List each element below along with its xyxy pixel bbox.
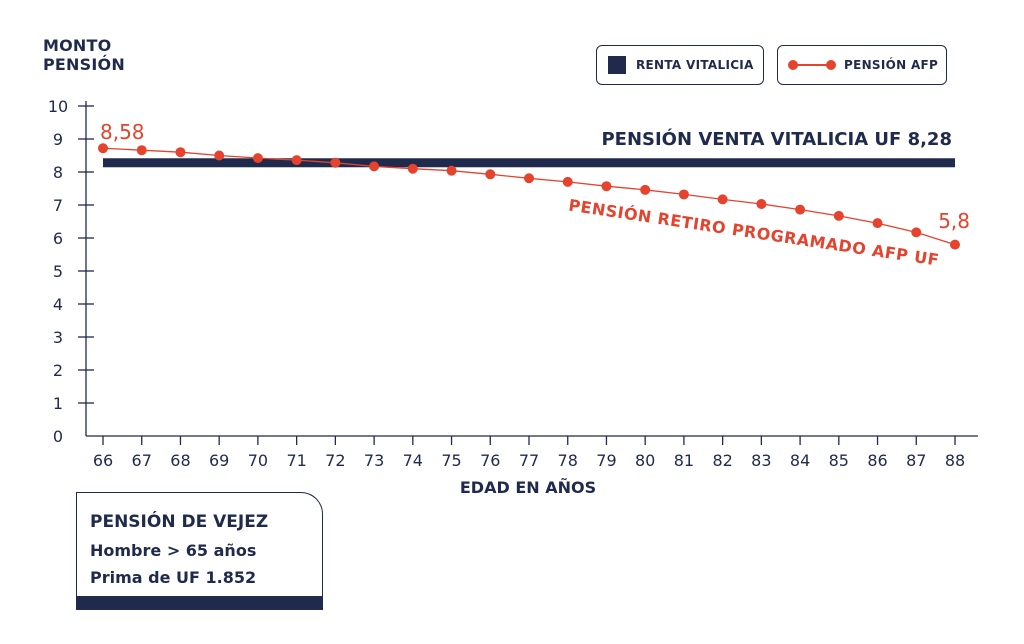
x-tick-label-84: 84 bbox=[790, 451, 810, 470]
x-axis-title: EDAD EN AÑOS bbox=[460, 478, 596, 497]
afp-point-73 bbox=[369, 161, 380, 172]
renta-vitalicia-bar bbox=[103, 158, 955, 168]
afp-point-77 bbox=[524, 173, 534, 184]
y-tick-label-9: 9 bbox=[53, 130, 63, 149]
afp-point-71 bbox=[291, 155, 302, 166]
y-axis-title: MONTO PENSIÓN bbox=[43, 36, 125, 74]
info-bar bbox=[77, 596, 322, 610]
x-tick-label-88: 88 bbox=[945, 451, 965, 470]
retiro-programado-annotation: PENSIÓN RETIRO PROGRAMADO AFP UF bbox=[567, 195, 940, 269]
afp-point-83 bbox=[756, 199, 767, 210]
afp-point-76 bbox=[485, 169, 496, 180]
x-tick-label-81: 81 bbox=[674, 451, 694, 470]
info-line-1: Hombre > 65 años bbox=[90, 541, 257, 560]
x-tick-label-73: 73 bbox=[364, 451, 384, 470]
afp-point-87 bbox=[911, 227, 922, 238]
x-tick-label-83: 83 bbox=[751, 451, 771, 470]
afp-point-67 bbox=[136, 145, 147, 156]
y-tick-label-2: 2 bbox=[53, 361, 63, 380]
y-tick-label-0: 0 bbox=[53, 427, 63, 446]
x-tick-label-68: 68 bbox=[170, 451, 190, 470]
afp-point-85 bbox=[833, 210, 844, 221]
y-tick-label-3: 3 bbox=[53, 328, 63, 347]
y-tick-label-7: 7 bbox=[53, 196, 63, 215]
x-tick-label-74: 74 bbox=[403, 451, 423, 470]
legend-pension-afp: PENSIÓN AFP bbox=[777, 45, 947, 85]
x-tick-label-79: 79 bbox=[596, 451, 616, 470]
legend-line-marker-icon bbox=[788, 58, 836, 72]
legend-square-icon bbox=[608, 56, 626, 74]
info-line-2: Prima de UF 1.852 bbox=[90, 568, 257, 587]
afp-point-84 bbox=[795, 204, 806, 215]
afp-point-69 bbox=[214, 150, 225, 161]
y-axis-title-line-1: MONTO bbox=[43, 36, 112, 55]
y-tick-label-4: 4 bbox=[53, 295, 63, 314]
x-tick-label-67: 67 bbox=[132, 451, 152, 470]
legend-renta-vitalicia: RENTA VITALICIA bbox=[596, 45, 764, 85]
x-tick-label-76: 76 bbox=[480, 451, 500, 470]
x-tick-label-85: 85 bbox=[829, 451, 849, 470]
info-title: PENSIÓN DE VEJEZ bbox=[90, 512, 269, 532]
afp-point-88 bbox=[950, 239, 960, 250]
x-tick-label-66: 66 bbox=[93, 451, 113, 470]
y-tick-label-5: 5 bbox=[53, 262, 63, 281]
afp-point-79 bbox=[601, 181, 612, 192]
x-tick-label-82: 82 bbox=[712, 451, 732, 470]
y-tick-label-10: 10 bbox=[48, 97, 68, 116]
x-tick-label-69: 69 bbox=[209, 451, 229, 470]
x-tick-label-72: 72 bbox=[325, 451, 345, 470]
end-value-label: 5,8 bbox=[938, 209, 970, 233]
x-tick-label-87: 87 bbox=[906, 451, 926, 470]
afp-point-86 bbox=[872, 218, 883, 229]
afp-point-74 bbox=[407, 163, 418, 174]
y-tick-label-1: 1 bbox=[53, 394, 63, 413]
afp-point-82 bbox=[717, 194, 728, 205]
y-tick-label-6: 6 bbox=[53, 229, 63, 248]
y-axis-title-line-2: PENSIÓN bbox=[43, 55, 125, 74]
x-tick-label-77: 77 bbox=[519, 451, 539, 470]
afp-point-75 bbox=[446, 165, 457, 176]
afp-point-66 bbox=[98, 143, 108, 154]
legend-renta-label: RENTA VITALICIA bbox=[636, 58, 754, 72]
x-tick-label-86: 86 bbox=[867, 451, 887, 470]
afp-point-80 bbox=[640, 184, 651, 195]
info-box: PENSIÓN DE VEJEZ Hombre > 65 años Prima … bbox=[76, 492, 323, 610]
afp-point-81 bbox=[678, 189, 689, 200]
x-tick-label-78: 78 bbox=[558, 451, 578, 470]
legend-afp-label: PENSIÓN AFP bbox=[844, 58, 939, 72]
y-tick-label-8: 8 bbox=[53, 163, 63, 182]
x-tick-label-70: 70 bbox=[248, 451, 268, 470]
afp-point-78 bbox=[562, 176, 573, 187]
afp-point-70 bbox=[252, 153, 263, 164]
x-tick-label-75: 75 bbox=[441, 451, 461, 470]
afp-point-72 bbox=[330, 157, 341, 168]
afp-point-68 bbox=[175, 147, 186, 158]
x-tick-label-71: 71 bbox=[286, 451, 306, 470]
renta-vitalicia-annotation: PENSIÓN VENTA VITALICIA UF 8,28 bbox=[601, 128, 952, 150]
start-value-label: 8,58 bbox=[100, 120, 145, 144]
x-tick-label-80: 80 bbox=[635, 451, 655, 470]
